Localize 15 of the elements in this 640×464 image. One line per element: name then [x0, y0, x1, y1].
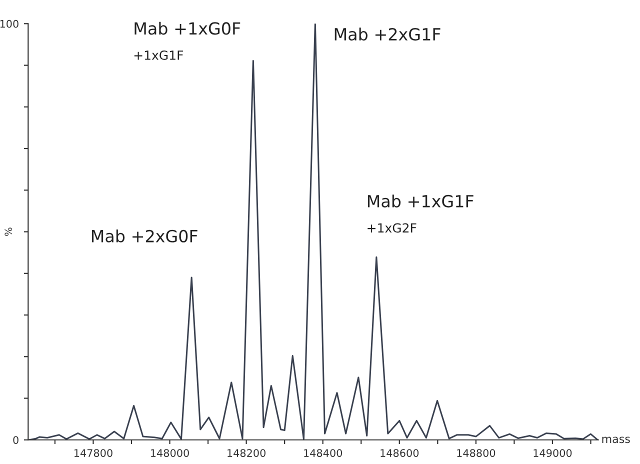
x-axis-title: mass	[602, 436, 630, 444]
x-tick-label: 148200	[228, 449, 266, 457]
annotation: Mab +1xG0F +1xG1F	[134, 22, 240, 60]
annotation: Mab +1xG1F +1xG2F	[368, 194, 474, 233]
x-tick-label: 148400	[304, 449, 342, 457]
y-axis-title: %	[4, 228, 12, 236]
x-tick-label: 148000	[151, 449, 189, 457]
x-tick-label: 149000	[534, 449, 572, 457]
y-tick-label: 0	[13, 436, 18, 444]
x-tick-label: 147800	[74, 449, 112, 457]
y-tick-label: 100	[0, 20, 18, 28]
x-tick-label: 148600	[380, 449, 419, 457]
x-tick-label: 148800	[457, 449, 496, 457]
annotation: Mab +2xG1F	[334, 28, 440, 41]
annotation: Mab +2xG0F	[92, 230, 198, 242]
